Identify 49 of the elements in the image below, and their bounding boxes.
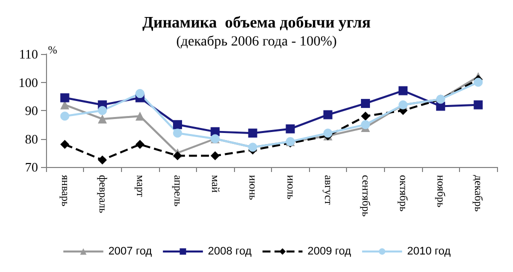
point — [98, 114, 107, 124]
legend-label: 2007 год — [108, 246, 152, 258]
point — [210, 127, 220, 136]
point — [474, 78, 483, 87]
x-tick-label: сентябрь — [359, 175, 372, 217]
point — [360, 112, 370, 121]
x-tick-label: июнь — [246, 175, 259, 200]
point — [98, 106, 107, 115]
y-tick-label: 80 — [25, 131, 38, 146]
x-tick-label: апрель — [172, 175, 184, 207]
y-tick-label: 90 — [25, 103, 38, 118]
point — [248, 128, 258, 138]
point — [173, 120, 182, 130]
point — [60, 112, 70, 121]
y-tick-label: 100 — [18, 74, 38, 90]
point — [360, 98, 370, 108]
point — [173, 128, 182, 138]
point — [135, 89, 144, 98]
legend-label: 2009 год — [308, 246, 352, 258]
x-tick-label: февраль — [96, 175, 108, 214]
y-tick-label: 110 — [18, 46, 38, 62]
point — [436, 102, 446, 111]
point — [323, 110, 332, 120]
point — [60, 93, 70, 102]
x-tick-label: август — [322, 175, 334, 205]
point — [210, 151, 220, 160]
x-tick-label: июль — [284, 175, 296, 200]
x-tick-label: ноябрь — [434, 175, 447, 208]
legend-label: 2008 год — [208, 246, 252, 258]
point — [323, 128, 332, 138]
x-tick-label: май — [209, 175, 222, 193]
x-tick-label: март — [134, 175, 146, 198]
point — [360, 120, 370, 130]
legend-label: 2010 год — [407, 246, 452, 258]
point — [98, 155, 107, 164]
x-tick-label: декабрь — [472, 175, 484, 212]
chart-subtitle: (декабрь 2006 года - 100%) — [176, 34, 338, 50]
point — [135, 140, 144, 149]
chart-title: Динамика объема добычи угля — [142, 14, 371, 32]
point — [286, 124, 295, 134]
y-axis-title: % — [48, 44, 58, 56]
point — [60, 140, 70, 149]
y-tick-label: 70 — [25, 160, 38, 174]
point — [474, 100, 483, 110]
x-tick-label: январь — [58, 175, 71, 206]
point — [173, 151, 182, 160]
x-tick-label: октябрь — [397, 175, 410, 212]
point — [135, 112, 144, 121]
point — [398, 86, 408, 96]
